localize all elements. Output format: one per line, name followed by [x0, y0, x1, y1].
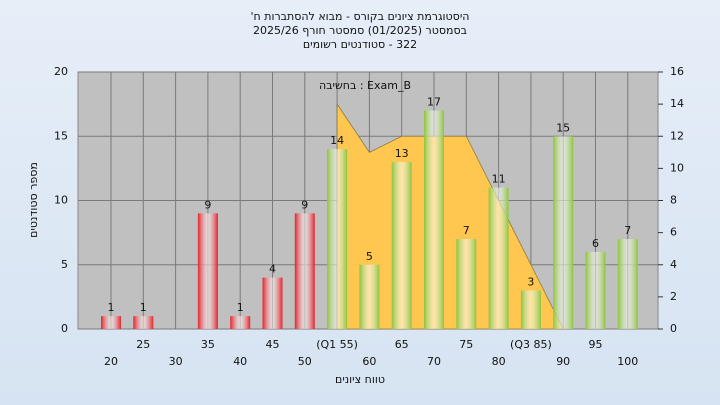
x-tick-label: 65	[395, 338, 409, 351]
bar	[359, 264, 380, 329]
y-tick-label: 10	[54, 194, 68, 207]
bar	[133, 316, 154, 329]
data-label: 1	[237, 301, 244, 314]
data-label: 9	[204, 198, 211, 211]
bar	[327, 149, 348, 329]
x-tick-label: 40	[233, 355, 247, 368]
x-tick-label: 50	[298, 355, 312, 368]
x-tick-label: 95	[589, 338, 603, 351]
annotation: בחשיבה : Exam_B	[319, 79, 411, 92]
x-tick-label: 20	[104, 355, 118, 368]
y2-tick-label: 6	[670, 226, 677, 239]
x-tick-label: 25	[136, 338, 150, 351]
x-tick-label: (Q1 55)	[316, 338, 358, 351]
x-tick-label: 75	[459, 338, 473, 351]
data-label: 4	[269, 263, 276, 276]
x-tick-label: 100	[617, 355, 638, 368]
x-tick-label: 45	[266, 338, 280, 351]
x-tick-label: 70	[427, 355, 441, 368]
data-label: 1	[108, 301, 115, 314]
y2-tick-label: 8	[670, 194, 677, 207]
bar	[262, 277, 283, 329]
y2-tick-label: 2	[670, 290, 677, 303]
x-label: טווח ציונים	[335, 373, 385, 386]
bar	[197, 213, 218, 329]
x-tick-label: (Q3 85)	[510, 338, 552, 351]
y-tick-label: 0	[61, 322, 68, 335]
y-tick-label: 20	[54, 65, 68, 78]
bar	[456, 239, 477, 329]
data-label: 9	[301, 198, 308, 211]
y-tick-label: 5	[61, 258, 68, 271]
data-label: 7	[624, 224, 631, 237]
data-label: 13	[395, 147, 409, 160]
data-label: 5	[366, 250, 373, 263]
data-label: 15	[556, 121, 570, 134]
bar	[488, 187, 509, 329]
y2-tick-label: 14	[670, 97, 684, 110]
title: בסמסטר (01/2025) סמסטר חורף 2025/26	[253, 24, 467, 37]
bar	[101, 316, 121, 329]
bar	[230, 316, 251, 329]
data-label: 7	[463, 224, 470, 237]
y-tick-label: 15	[54, 129, 68, 142]
data-label: 14	[330, 134, 344, 147]
title: 322 - סטודנטים רשומים	[303, 38, 417, 51]
y2-tick-label: 10	[670, 161, 684, 174]
data-label: 6	[592, 237, 599, 250]
bar	[617, 239, 638, 329]
data-label: 3	[527, 275, 534, 288]
y2-tick-label: 12	[670, 129, 684, 142]
bar	[553, 136, 574, 329]
y2-tick-label: 4	[670, 258, 677, 271]
x-tick-label: 90	[556, 355, 570, 368]
x-tick-label: 80	[492, 355, 506, 368]
y-label: מספר סטודנטים	[27, 162, 40, 238]
x-tick-label: 30	[169, 355, 183, 368]
bar	[391, 161, 412, 329]
title: היסטוגרמת ציונים בקורס - מבוא להסתברות ח…	[251, 10, 470, 23]
x-tick-label: 60	[362, 355, 376, 368]
data-label: 17	[427, 96, 441, 109]
bar	[294, 213, 315, 329]
data-label: 1	[140, 301, 147, 314]
data-label: 11	[492, 173, 506, 186]
bar	[520, 290, 541, 329]
bar	[424, 110, 444, 329]
y2-tick-label: 0	[670, 322, 677, 335]
y2-tick-label: 16	[670, 65, 684, 78]
bar	[585, 251, 606, 329]
x-tick-label: 35	[201, 338, 215, 351]
